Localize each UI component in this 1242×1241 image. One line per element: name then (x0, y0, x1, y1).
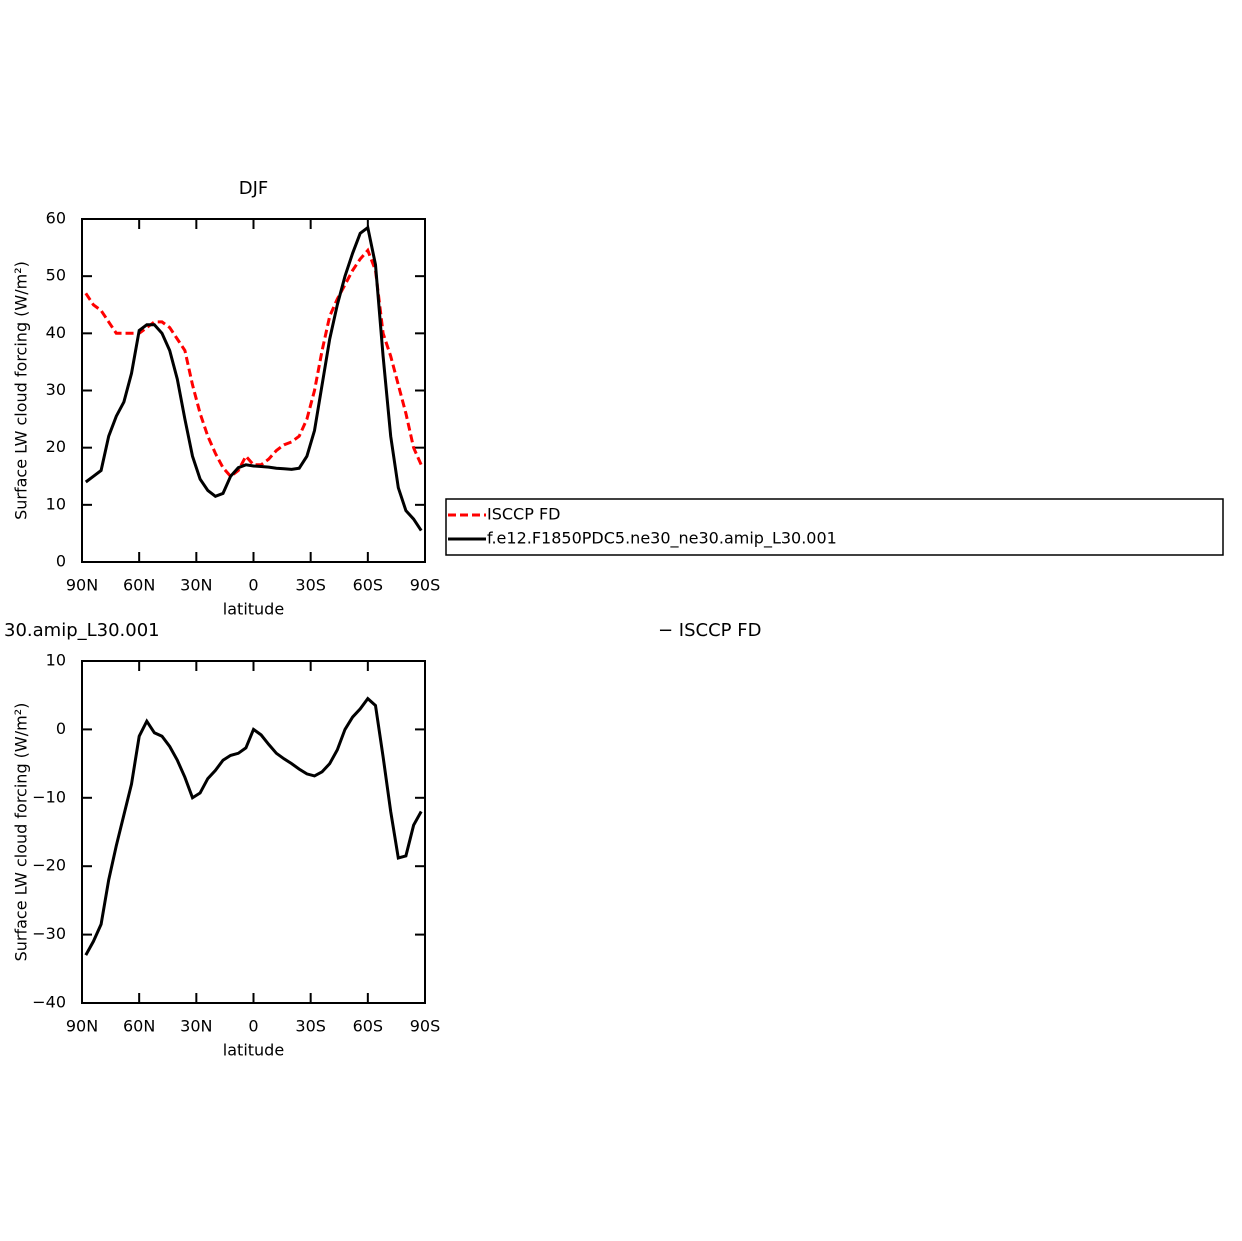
plot-frame (81, 660, 426, 1004)
y-tick-label: 10 (46, 494, 66, 513)
series-line (84, 224, 423, 532)
legend-label: f.e12.F1850PDC5.ne30_ne30.amip_L30.001 (487, 529, 837, 549)
x-axis-label: latitude (223, 600, 284, 619)
x-tick-label: 90N (66, 576, 98, 595)
y-tick-label: −40 (32, 993, 66, 1012)
x-tick-label: 30N (180, 576, 212, 595)
y-tick-label: −20 (32, 856, 66, 875)
y-tick-label: −30 (32, 924, 66, 943)
y-tick-label: −10 (32, 787, 66, 806)
x-tick-label: 90S (410, 1017, 441, 1036)
series-line (84, 247, 423, 479)
y-tick-label: 0 (56, 719, 66, 738)
y-tick-label: 10 (46, 651, 66, 670)
legend-label: ISCCP FD (487, 505, 560, 524)
plot-frame (81, 218, 426, 563)
x-tick-label: 30N (180, 1017, 212, 1036)
y-axis-label: Surface LW cloud forcing (W/m²) (12, 703, 31, 962)
x-tick-label: 60S (353, 1017, 384, 1036)
y-tick-label: 40 (46, 323, 66, 342)
x-tick-label: 30S (295, 1017, 326, 1036)
y-tick-label: 0 (56, 552, 66, 571)
x-tick-label: 60N (123, 1017, 155, 1036)
x-tick-label: 90N (66, 1017, 98, 1036)
x-tick-label: 0 (248, 1017, 258, 1036)
left-title: 30.amip_L30.001 (4, 620, 160, 641)
chart-title: DJF (239, 178, 269, 199)
y-tick-label: 50 (46, 266, 66, 285)
x-tick-label: 30S (295, 576, 326, 595)
legend-box (445, 498, 1224, 556)
x-tick-label: 60N (123, 576, 155, 595)
x-tick-label: 90S (410, 576, 441, 595)
y-tick-label: 60 (46, 209, 66, 228)
x-axis-label: latitude (223, 1041, 284, 1060)
y-axis-label: Surface LW cloud forcing (W/m²) (12, 261, 31, 520)
y-tick-label: 30 (46, 380, 66, 399)
right-title: − ISCCP FD (658, 620, 761, 641)
y-tick-label: 20 (46, 437, 66, 456)
x-tick-label: 60S (353, 576, 384, 595)
x-tick-label: 0 (248, 576, 258, 595)
series-line (84, 696, 423, 956)
